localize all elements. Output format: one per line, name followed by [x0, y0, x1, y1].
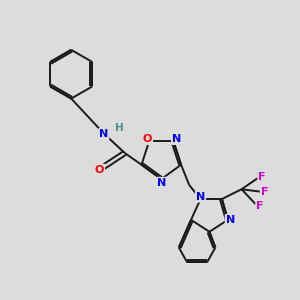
- Text: O: O: [143, 134, 152, 144]
- Text: F: F: [256, 201, 264, 211]
- Text: O: O: [95, 165, 104, 175]
- Text: N: N: [157, 178, 167, 188]
- Text: F: F: [261, 187, 268, 196]
- Text: N: N: [196, 192, 205, 202]
- Text: F: F: [258, 172, 266, 182]
- Text: N: N: [172, 134, 181, 144]
- Text: N: N: [226, 215, 235, 225]
- Text: N: N: [99, 129, 109, 139]
- Text: H: H: [115, 123, 124, 133]
